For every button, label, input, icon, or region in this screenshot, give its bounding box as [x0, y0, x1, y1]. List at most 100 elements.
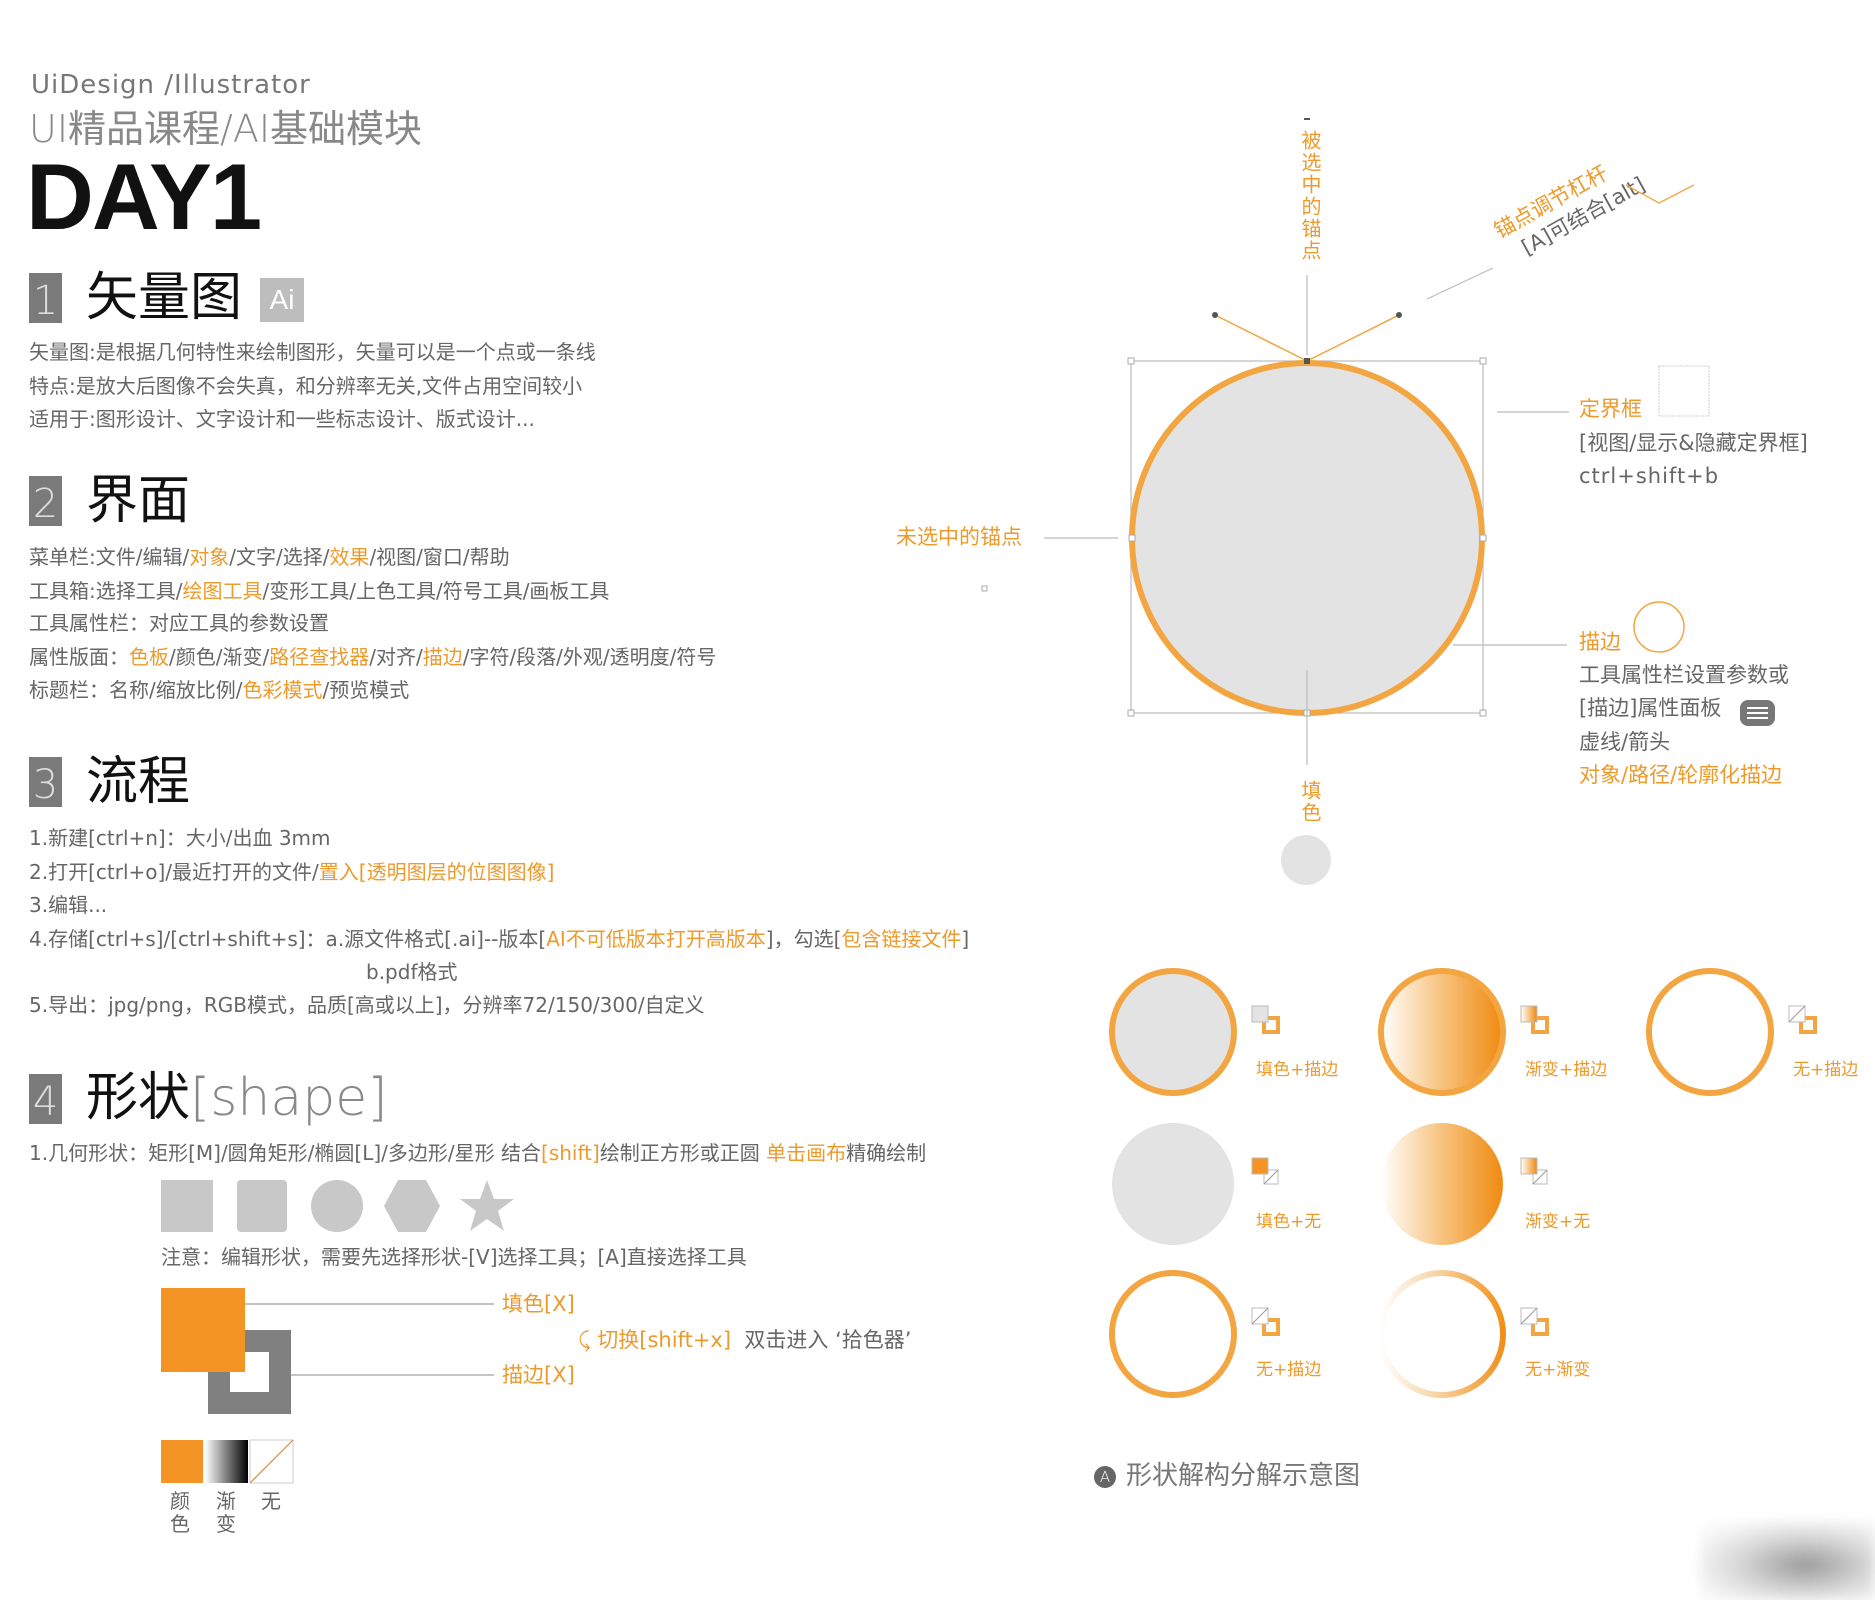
highlight-text: 置入[透明图层的位图图像]	[318, 860, 555, 884]
none-slash	[1520, 1307, 1538, 1325]
text-segment: /文字/选择/	[229, 545, 330, 569]
course-title: UI精品课程/AI基础模块	[29, 107, 423, 151]
text-segment: 1.新建[ctrl+n]：大小/出血 3mm	[29, 826, 331, 850]
ellipse-shape	[311, 1180, 363, 1232]
text-segment: 3.编辑...	[29, 893, 108, 917]
text-segment: b.pdf格式	[366, 960, 458, 984]
text-segment: 工具箱:选择工具/	[29, 579, 183, 603]
bbox-title: 定界框	[1579, 397, 1642, 421]
text-line: 适用于:图形设计、文字设计和一些标志设计、版式设计...	[29, 407, 535, 431]
variant-label: 填色+描边	[1256, 1060, 1339, 1080]
bbox-line2: ctrl+shift+b	[1579, 464, 1720, 488]
handle-point	[1396, 312, 1402, 318]
variant-label: 渐变+描边	[1525, 1060, 1608, 1080]
section-title-cn: 形状	[86, 1068, 191, 1128]
highlight-text: 描边	[422, 645, 463, 669]
stroke-label: 描边[X]	[502, 1363, 575, 1387]
swap-note: 双击进入 ‘拾色器’	[744, 1328, 912, 1352]
highlight-text: 包含链接文件	[841, 927, 962, 951]
subtitle: UiDesign /Illustrator	[31, 70, 311, 100]
stroke-mini-swatch	[1531, 1016, 1549, 1034]
unselected-anchor	[1128, 534, 1136, 542]
section-title: 流程	[86, 752, 191, 812]
handle-right	[1306, 314, 1400, 362]
text-line: 标题栏：名称/缩放比例/色彩模式/预览模式	[29, 678, 409, 702]
caption: A 形状解构分解示意图	[1094, 1455, 1360, 1492]
variant-label: 无+渐变	[1525, 1360, 1591, 1380]
variant-circle	[1109, 1270, 1237, 1398]
text-line: 工具属性栏：对应工具的参数设置	[29, 611, 329, 635]
text-line: 矢量图:是根据几何特性来绘制图形，矢量可以是一个点或一条线	[29, 340, 596, 364]
stroke-mini-icon	[1633, 601, 1685, 653]
selected-anchor	[1304, 358, 1310, 364]
text-segment: /颜色/渐变/	[169, 645, 270, 669]
text-segment: ]	[961, 927, 970, 951]
handle-left	[1214, 314, 1308, 362]
stroke-outline: 对象/路径/轮廓化描边	[1579, 763, 1783, 787]
text-segment: ]，勾选[	[765, 927, 842, 951]
stroke-line: [描边]属性面板	[1579, 696, 1722, 720]
highlight-text: 色彩模式	[242, 678, 323, 702]
text-segment: 精确绘制	[846, 1141, 927, 1165]
text-segment: /变形工具/上色工具/符号工具/画板工具	[262, 579, 610, 603]
selected-anchor-label: 被选中的锚点	[1298, 130, 1322, 262]
section-title-en: [shape]	[190, 1068, 388, 1128]
main-circle	[1129, 360, 1485, 716]
text-line: 2.打开[ctrl+o]/最近打开的文件/置入[透明图层的位图图像]	[29, 860, 554, 884]
text-segment: 矢量图:是根据几何特性来绘制图形，矢量可以是一个点或一条线	[29, 340, 596, 364]
bbox-mini-icon	[1658, 365, 1710, 417]
anchor-sample	[981, 585, 988, 592]
text-segment: 标题栏：名称/缩放比例/	[29, 678, 243, 702]
stroke-mini-swatch	[1262, 1016, 1280, 1034]
text-segment: 绘制正方形或正圆	[599, 1141, 767, 1165]
menu-icon	[1740, 700, 1775, 726]
stroke-line: 工具属性栏设置参数或	[1579, 663, 1789, 687]
handle-leader	[1426, 267, 1494, 300]
text-segment: /对齐/	[369, 645, 423, 669]
handle-mini-icon	[1625, 184, 1695, 204]
text-line: 1.几何形状：矩形[M]/圆角矩形/椭圆[L]/多边形/星形 结合[shift]…	[29, 1141, 926, 1165]
highlight-text: 效果	[329, 545, 370, 569]
text-segment: 4.存储[ctrl+s]/[ctrl+shift+s]：a.源文件格式[.ai]…	[29, 927, 547, 951]
ai-logo-icon: Ai	[260, 278, 304, 322]
none-slash	[1263, 1169, 1279, 1185]
bbox-handles	[1127, 357, 1487, 717]
fill-mini-swatch	[1520, 1005, 1538, 1023]
section-number-badge: 1	[29, 273, 62, 324]
stroke-mini-swatch	[1531, 1318, 1549, 1336]
text-line: 5.导出：jpg/png，RGB模式，品质[高或以上]，分辨率72/150/30…	[29, 993, 705, 1017]
caption-text: 形状解构分解示意图	[1126, 1461, 1361, 1491]
text-segment: /视图/窗口/帮助	[369, 545, 510, 569]
swatch-label-color: 颜色	[170, 1489, 190, 1536]
text-segment: 2.打开[ctrl+o]/最近打开的文件/	[29, 860, 319, 884]
swatch-label-gradient: 渐变	[216, 1489, 236, 1536]
section-number-badge: 2	[29, 476, 62, 527]
text-segment: /预览模式	[322, 678, 410, 702]
text-line: 4.存储[ctrl+s]/[ctrl+shift+s]：a.源文件格式[.ai]…	[29, 927, 969, 951]
text-segment: /字符/段落/外观/透明度/符号	[462, 645, 717, 669]
text-line: 工具箱:选择工具/绘图工具/变形工具/上色工具/符号工具/画板工具	[29, 579, 609, 603]
highlight-text: 路径查找器	[269, 645, 370, 669]
highlight-text: 绘图工具	[182, 579, 263, 603]
section-number-badge: 3	[29, 757, 62, 808]
fill-swatch	[161, 1288, 245, 1372]
none-swatch-slash	[249, 1439, 294, 1484]
unselected-anchor-label: 未选中的锚点	[896, 525, 1022, 549]
fill-label: 填色[X]	[502, 1292, 575, 1316]
highlight-text: AI不可低版本打开高版本	[546, 927, 766, 951]
text-line: 特点:是放大后图像不会失真，和分辨率无关,文件占用空间较小	[29, 374, 582, 398]
text-line: 菜单栏:文件/编辑/对象/文字/选择/效果/视图/窗口/帮助	[29, 545, 510, 569]
highlight-text: [shift]	[541, 1141, 600, 1165]
swap-label: 切换[shift+x]	[597, 1328, 732, 1352]
text-line: b.pdf格式	[366, 960, 457, 984]
highlight-text: 对象	[189, 545, 230, 569]
none-slash	[1788, 1005, 1806, 1023]
variant-circle	[1109, 968, 1237, 1096]
variant-circle	[1378, 968, 1506, 1096]
text-line: 1.新建[ctrl+n]：大小/出血 3mm	[29, 826, 331, 850]
none-slash	[1251, 1307, 1269, 1325]
day-title: DAY1	[26, 144, 262, 249]
text-segment: 5.导出：jpg/png，RGB模式，品质[高或以上]，分辨率72/150/30…	[29, 993, 705, 1017]
variant-circle	[1112, 1123, 1234, 1245]
